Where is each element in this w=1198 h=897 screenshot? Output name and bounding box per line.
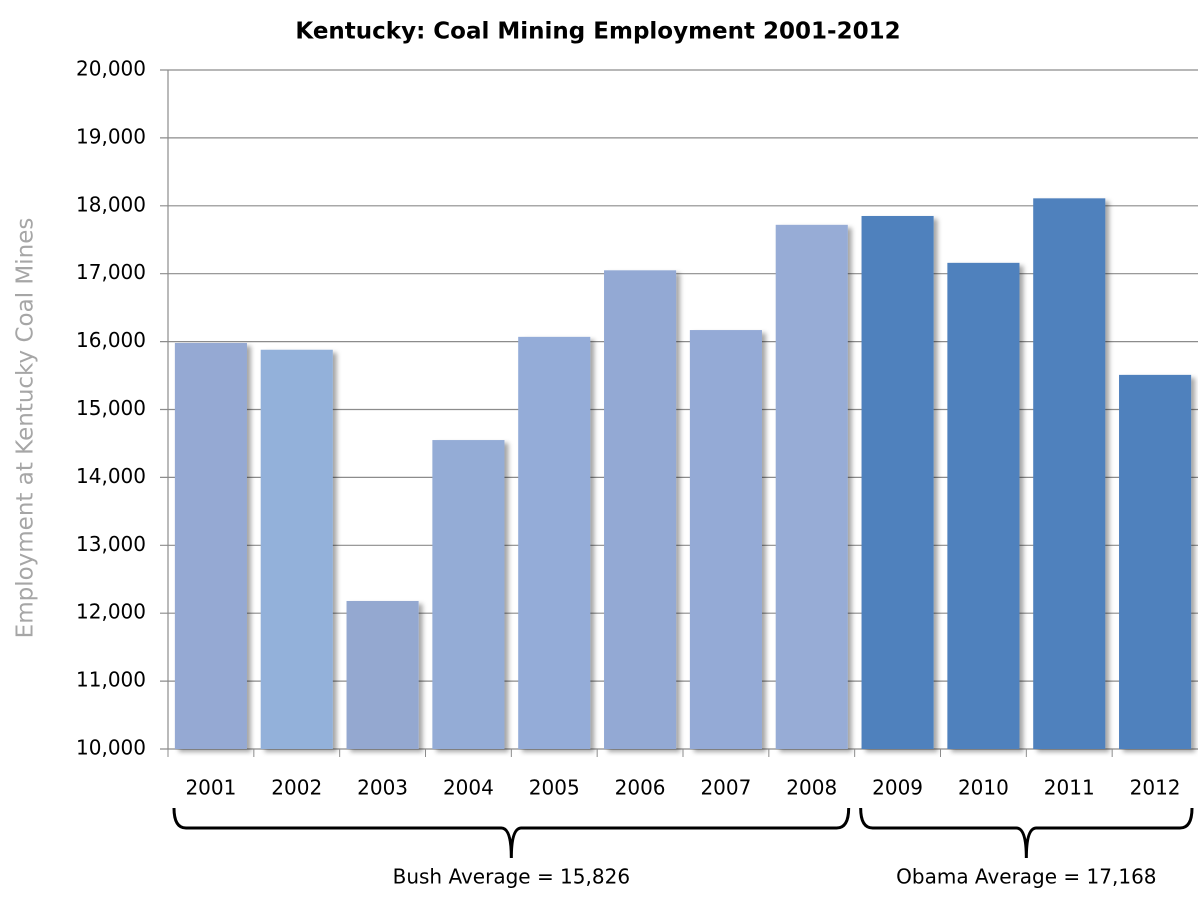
brace (172, 807, 851, 859)
x-tick-label: 2003 (357, 776, 408, 800)
bar (1033, 198, 1106, 749)
annotation: Bush Average = 15,826 (393, 865, 630, 889)
brace (859, 807, 1194, 859)
x-tick-label: 2009 (872, 776, 923, 800)
y-tick-label: 12,000 (76, 600, 146, 624)
x-tick-label: 2010 (958, 776, 1009, 800)
bar (604, 270, 677, 749)
x-tick-label: 2011 (1044, 776, 1095, 800)
bar (346, 600, 419, 749)
bar (260, 349, 333, 749)
y-tick-label: 10,000 (76, 736, 146, 760)
y-tick-label: 16,000 (76, 328, 146, 352)
x-tick-label: 2001 (185, 776, 236, 800)
x-tick-label: 2012 (1130, 776, 1181, 800)
y-tick-label: 19,000 (76, 124, 146, 148)
bar (861, 215, 934, 750)
x-tick-label: 2008 (786, 776, 837, 800)
bar (174, 342, 247, 749)
x-tick-label: 2002 (271, 776, 322, 800)
y-tick-label: 17,000 (76, 260, 146, 284)
x-tick-label: 2006 (615, 776, 666, 800)
bar (947, 262, 1020, 749)
y-tick-label: 13,000 (76, 532, 146, 556)
bar (689, 330, 762, 749)
y-tick-label: 18,000 (76, 192, 146, 216)
bar (432, 440, 505, 749)
bar (518, 336, 591, 749)
x-tick-label: 2004 (443, 776, 494, 800)
bar (1119, 374, 1192, 749)
y-tick-label: 11,000 (76, 668, 146, 692)
y-tick-label: 14,000 (76, 464, 146, 488)
y-tick-label: 15,000 (76, 396, 146, 420)
y-axis-label: Employment at Kentucky Coal Mines (13, 218, 39, 639)
x-tick-label: 2005 (529, 776, 580, 800)
bar (775, 224, 848, 749)
chart-title: Kentucky: Coal Mining Employment 2001-20… (295, 19, 900, 45)
y-tick-label: 20,000 (76, 57, 146, 81)
x-tick-label: 2007 (700, 776, 751, 800)
annotation: Obama Average = 17,168 (896, 865, 1156, 889)
